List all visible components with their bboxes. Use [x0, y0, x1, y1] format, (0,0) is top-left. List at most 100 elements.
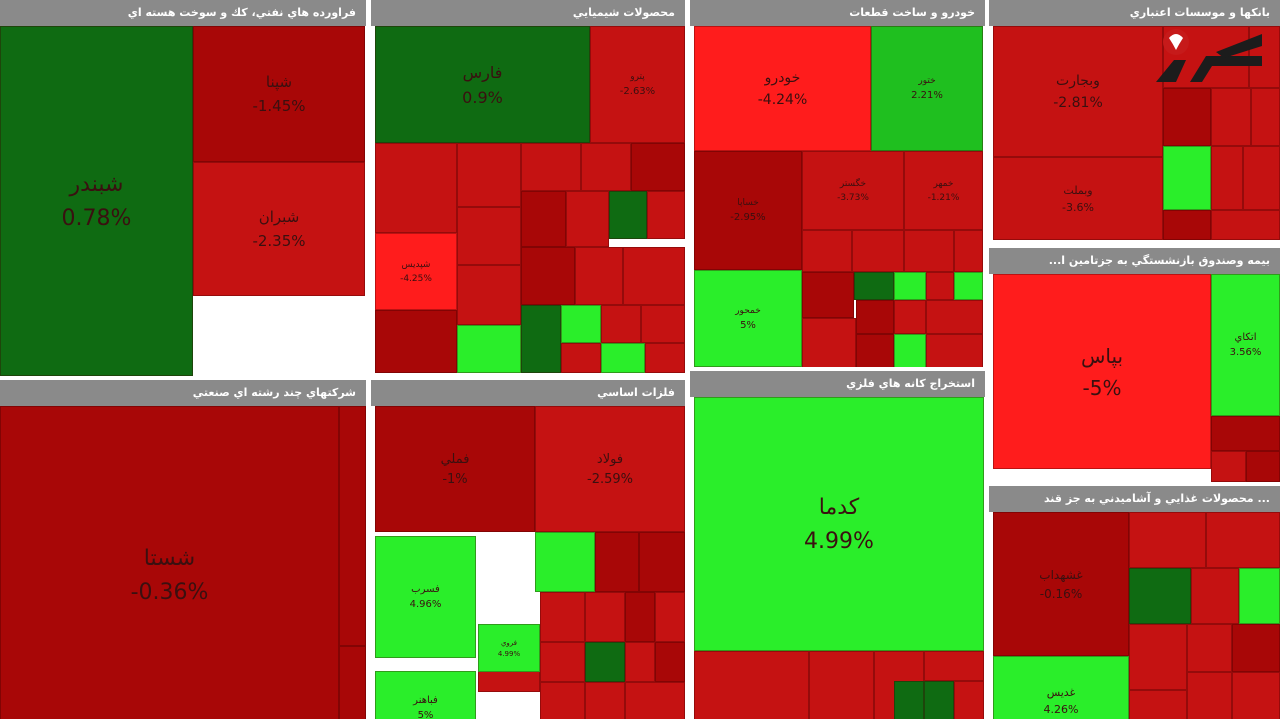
stock-change: -1.45%: [252, 97, 306, 115]
stock-change: -2.35%: [252, 232, 306, 250]
stock-change: 5%: [417, 710, 434, 719]
stock-tile[interactable]: وبجارت -2.81%: [993, 26, 1163, 157]
stock-tile-small: [1243, 146, 1280, 210]
stock-tile-small: [1211, 146, 1243, 210]
sector-tiles: فملي -1% فولاد -2.59% فسرب 4.96% فروي 4.99% فباه…: [371, 406, 685, 719]
stock-tile[interactable]: بپاس -5%: [993, 274, 1211, 469]
stock-change: 2.21%: [911, 90, 943, 101]
stock-tile-small: [647, 191, 685, 239]
stock-symbol: شبندر: [69, 171, 124, 197]
stock-symbol: شپنا: [265, 73, 293, 91]
stock-tile[interactable]: خساپا -2.95%: [694, 151, 802, 270]
stock-tile-small: [1129, 512, 1206, 568]
stock-symbol: فباهنر: [413, 695, 438, 706]
stock-tile-small: [1246, 451, 1280, 482]
stock-tile[interactable]: شپنا -1.45%: [193, 26, 365, 162]
stock-symbol: كدما: [818, 494, 860, 520]
stock-symbol: شستا: [143, 546, 196, 571]
stock-symbol: فروي: [500, 638, 518, 647]
stock-tile[interactable]: ختور 2.21%: [871, 26, 983, 151]
stock-change: -1%: [442, 471, 468, 487]
stock-tile-small: [1232, 672, 1280, 719]
stock-symbol: فارس: [462, 62, 503, 82]
stock-tile[interactable]: كدما 4.99%: [694, 397, 984, 651]
stock-tile-small: [1232, 624, 1280, 672]
stock-tile-small: [1211, 210, 1280, 240]
stock-tile-small: [802, 272, 854, 318]
stock-tile-small: [375, 143, 457, 233]
stock-symbol: اتكاي: [1234, 332, 1257, 343]
sector-tiles: خودرو -4.24% ختور 2.21% خساپا -2.95% خگستر -3.7…: [690, 26, 985, 367]
stock-tile-small: [926, 334, 983, 367]
sector-panel: شركتهاي چند رشته اي صنعتي شستا -0.36%: [0, 380, 366, 719]
stock-tile[interactable]: پترو -2.63%: [590, 26, 685, 143]
stock-tile[interactable]: شستا -0.36%: [0, 406, 339, 719]
stock-tile-small: [575, 247, 623, 305]
stock-tile-small: [595, 532, 639, 592]
stock-tile-small: [1187, 672, 1232, 719]
stock-tile-small: [457, 265, 521, 325]
stock-symbol: بپاس: [1080, 343, 1124, 368]
stock-change: -5%: [1082, 375, 1122, 400]
stock-tile[interactable]: فباهنر 5%: [375, 671, 476, 719]
stock-tile[interactable]: خمحور 5%: [694, 270, 802, 367]
stock-tile[interactable]: خودرو -4.24%: [694, 26, 871, 151]
stock-change: -2.95%: [730, 212, 766, 223]
sector-panel: بانكها و موسسات اعتباري وبجارت -2.81% وبملت…: [989, 0, 1280, 244]
stock-tile[interactable]: فولاد -2.59%: [535, 406, 685, 532]
stock-symbol: شبران: [258, 208, 300, 226]
sector-panel: استخراج كانه هاي فلزي كدما 4.99%: [690, 371, 985, 719]
stock-tile[interactable]: فسرب 4.96%: [375, 536, 476, 658]
stock-tile-small: [521, 305, 561, 373]
stock-tile-small: [457, 143, 521, 207]
stock-symbol: خمحور: [735, 306, 761, 316]
stock-tile-small: [1187, 624, 1232, 672]
stock-tile[interactable]: شپديس -4.25%: [375, 233, 457, 310]
stock-tile-small: [601, 343, 645, 373]
sector-tiles: غشهداب -0.16% غديس 4.26%: [989, 512, 1280, 719]
stock-symbol: خودرو: [764, 69, 801, 86]
stock-tile-small: [631, 143, 685, 191]
stock-tile-small: [1163, 88, 1211, 146]
stock-symbol: خساپا: [737, 198, 759, 208]
stock-tile-small: [954, 681, 984, 719]
stock-tile-small: [581, 143, 631, 191]
stock-tile-small: [1129, 690, 1187, 719]
stock-tile-small: [694, 651, 809, 719]
stock-tile[interactable]: شبندر 0.78%: [0, 26, 193, 376]
stock-tile[interactable]: خگستر -3.73%: [802, 151, 904, 230]
stock-symbol: خمهر: [933, 178, 954, 189]
stock-tile[interactable]: وبملت -3.6%: [993, 157, 1163, 240]
sector-tiles: وبجارت -2.81% وبملت -3.6%: [989, 26, 1280, 244]
stock-change: -4.25%: [400, 273, 432, 284]
sector-title: خودرو و ساخت قطعات: [690, 0, 985, 26]
stock-tile[interactable]: شبران -2.35%: [193, 162, 365, 296]
stock-change: -0.36%: [130, 580, 209, 605]
stock-tile-small: [954, 230, 983, 272]
stock-tile[interactable]: غديس 4.26%: [993, 656, 1129, 719]
stock-tile-small: [641, 305, 685, 343]
stock-tile[interactable]: غشهداب -0.16%: [993, 512, 1129, 656]
stock-change: 4.99%: [497, 649, 521, 658]
stock-tile-small: [856, 334, 894, 367]
stock-symbol: پترو: [630, 72, 645, 82]
stock-symbol: غشهداب: [1039, 567, 1083, 582]
stock-tile-small: [585, 592, 625, 642]
sector-title: استخراج كانه هاي فلزي: [690, 371, 985, 397]
sector-panel: ... محصولات غذايي و آشاميدني به جز قند غش…: [989, 486, 1280, 719]
stock-tile-small: [561, 343, 601, 373]
stock-tile-small: [1191, 568, 1239, 624]
stock-tile[interactable]: فملي -1%: [375, 406, 535, 532]
stock-tile[interactable]: فروي 4.99%: [478, 624, 540, 672]
stock-tile[interactable]: خمهر -1.21%: [904, 151, 983, 230]
stock-tile-small: [1211, 88, 1251, 146]
stock-tile-small: [540, 682, 585, 719]
sector-tiles: شستا -0.36%: [0, 406, 366, 719]
stock-tile-small: [655, 592, 685, 642]
stock-tile-small: [457, 325, 521, 373]
stock-tile[interactable]: اتكاي 3.56%: [1211, 274, 1280, 416]
stock-tile[interactable]: فارس 0.9%: [375, 26, 590, 143]
sector-title: محصولات شيميايي: [371, 0, 685, 26]
sector-title: ... محصولات غذايي و آشاميدني به جز قند: [989, 486, 1280, 512]
stock-tile-small: [1211, 451, 1246, 482]
